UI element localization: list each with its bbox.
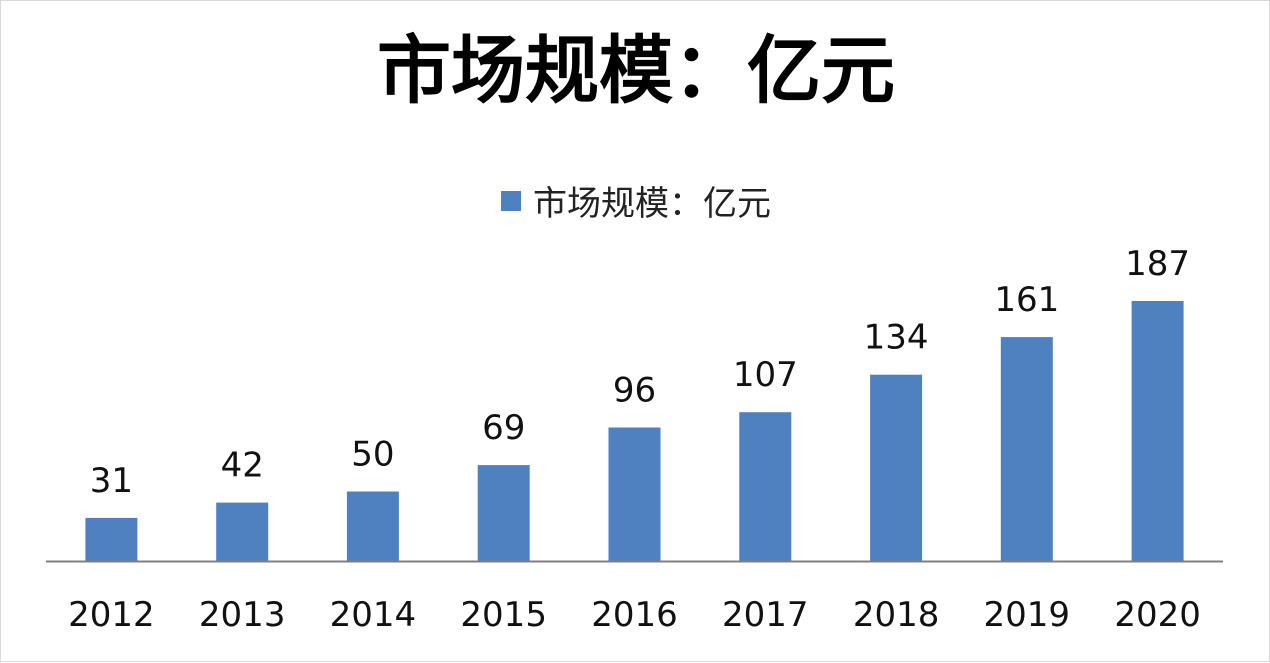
x-tick-label-2017: 2017 bbox=[722, 595, 809, 635]
bar-2015 bbox=[477, 465, 530, 561]
x-tick-label-2014: 2014 bbox=[330, 595, 417, 635]
data-label-2013: 42 bbox=[221, 446, 264, 486]
bar-2016 bbox=[608, 427, 661, 561]
x-tick-label-2020: 2020 bbox=[1114, 595, 1201, 635]
x-tick-label-2018: 2018 bbox=[853, 595, 940, 635]
bar-2013 bbox=[216, 502, 269, 561]
x-tick-label-2015: 2015 bbox=[460, 595, 547, 635]
x-tick-label-2012: 2012 bbox=[68, 595, 155, 635]
x-tick-label-2016: 2016 bbox=[591, 595, 678, 635]
chart-title: 市场规模：亿元 bbox=[377, 28, 895, 114]
data-label-2020: 187 bbox=[1125, 244, 1190, 284]
bar-2018 bbox=[870, 374, 923, 561]
bar-2017 bbox=[739, 412, 792, 561]
bar-2020 bbox=[1131, 301, 1184, 561]
x-tick-label-2013: 2013 bbox=[199, 595, 286, 635]
data-label-2012: 31 bbox=[90, 461, 133, 501]
bar-2014 bbox=[346, 491, 399, 561]
legend-label: 市场规模：亿元 bbox=[533, 184, 771, 224]
bar-2019 bbox=[1000, 337, 1053, 561]
data-label-2018: 134 bbox=[864, 318, 929, 358]
legend: 市场规模：亿元 bbox=[1, 176, 1270, 225]
data-label-2015: 69 bbox=[482, 408, 525, 448]
x-tick-label-2019: 2019 bbox=[984, 595, 1071, 635]
data-label-2017: 107 bbox=[733, 355, 798, 395]
data-label-2014: 50 bbox=[351, 435, 394, 475]
data-label-2019: 161 bbox=[994, 280, 1059, 320]
legend-swatch bbox=[501, 190, 521, 211]
data-label-2016: 96 bbox=[613, 371, 656, 411]
bar-2012 bbox=[85, 517, 138, 561]
